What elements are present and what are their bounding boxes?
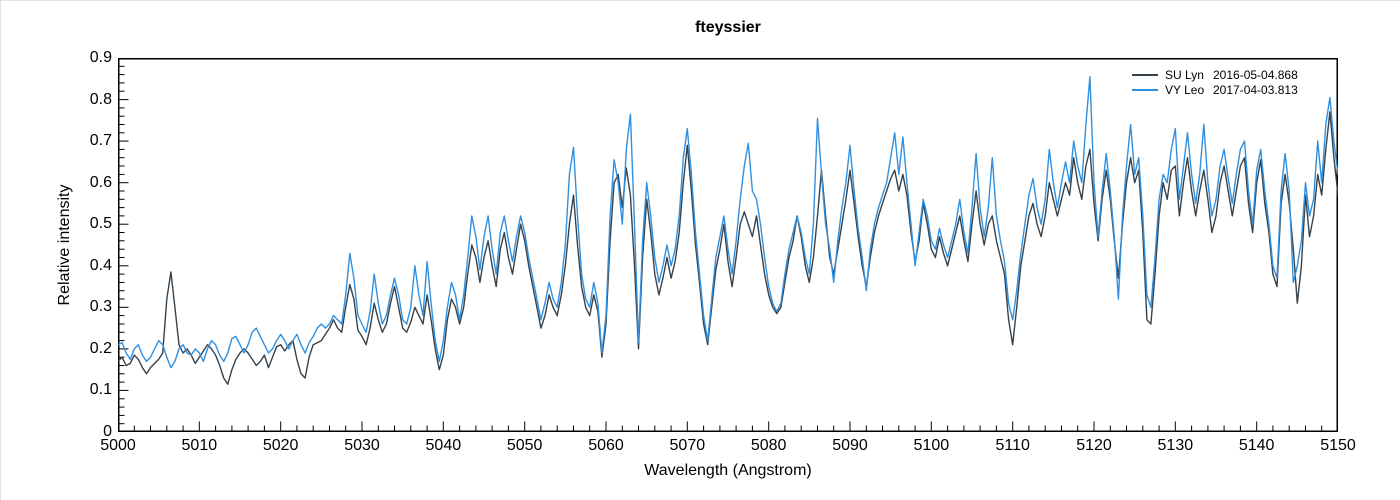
y-tick-label: 0.4: [89, 256, 112, 274]
x-tick-label: 5070: [669, 437, 706, 454]
legend: SU Lyn 2016-05-04.868 VY Leo 2017-04-03.…: [1132, 67, 1298, 97]
y-tick-label: 0.2: [89, 339, 112, 357]
legend-name: VY Leo: [1165, 82, 1205, 97]
y-tick-label: 0.1: [89, 381, 112, 399]
y-tick-label: 0: [103, 423, 112, 440]
y-tick-label: 0.7: [89, 132, 112, 150]
x-tick-label: 5120: [1076, 437, 1112, 454]
legend-line-swatch-su-lyn: [1132, 73, 1158, 76]
legend-date: 2017-04-03.813: [1213, 82, 1298, 97]
x-tick-label: 5060: [588, 437, 624, 454]
legend-name: SU Lyn: [1165, 67, 1204, 82]
x-tick-label: 5100: [913, 437, 950, 454]
x-tick-label: 5050: [506, 437, 543, 454]
x-tick-label: 5030: [344, 437, 380, 454]
x-tick-label: 5080: [750, 437, 787, 454]
x-tick-label: 5130: [1157, 437, 1194, 454]
x-tick-label: 5010: [181, 437, 218, 454]
x-tick-label: 5110: [995, 437, 1030, 454]
series-line-su-lyn: [118, 111, 1338, 385]
chart-title: fteyssier: [695, 19, 761, 36]
y-tick-label: 0.3: [89, 298, 112, 316]
y-tick-label: 0.8: [89, 90, 112, 108]
y-tick-label: 0.5: [89, 215, 112, 233]
y-axis-title: Relative intensity: [56, 184, 73, 306]
spectrum-plot-svg: [118, 58, 1338, 432]
x-tick-label: 5040: [425, 437, 462, 454]
legend-item-su-lyn: SU Lyn 2016-05-04.868: [1132, 67, 1298, 82]
y-tick-label: 0.9: [89, 49, 112, 66]
legend-date: 2016-05-04.868: [1213, 67, 1298, 82]
y-tick-label: 0.6: [89, 173, 112, 191]
x-tick-label: 5150: [1320, 437, 1356, 454]
legend-line-swatch-vy-leo: [1132, 88, 1158, 91]
x-tick-label: 5140: [1238, 437, 1275, 454]
x-axis-title: Wavelength (Angstrom): [644, 462, 812, 479]
x-tick-label: 5090: [832, 437, 868, 454]
legend-item-vy-leo: VY Leo 2017-04-03.813: [1132, 82, 1298, 97]
x-tick-label: 5020: [262, 437, 299, 454]
x-tick-label: 5000: [100, 437, 136, 454]
series-line-vy-leo: [118, 76, 1338, 369]
